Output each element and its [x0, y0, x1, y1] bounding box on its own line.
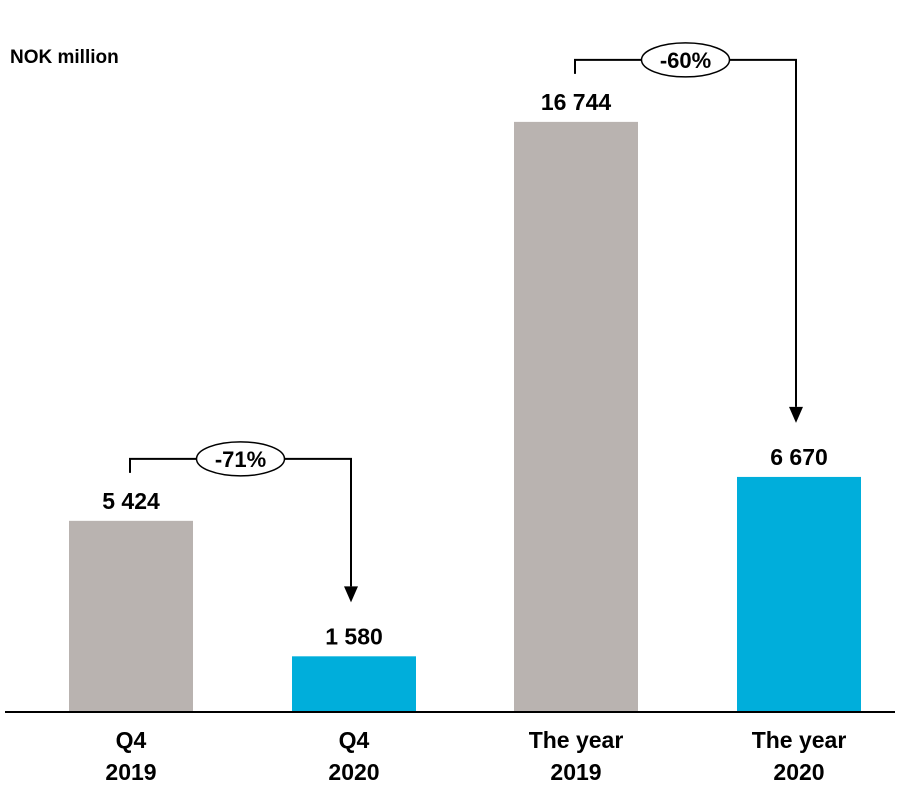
- x-tick-label: 2019: [105, 759, 156, 785]
- x-tick-label: The year: [529, 727, 624, 753]
- x-tick-label: 2019: [550, 759, 601, 785]
- bar: [737, 476, 861, 712]
- bar: [514, 121, 638, 712]
- bars-group: 5 424 1 580 16 744 6 670: [69, 89, 861, 712]
- bar: [292, 656, 416, 712]
- x-tick-label: Q4: [116, 727, 147, 753]
- change-badge: [195, 441, 286, 477]
- x-tick-label: 2020: [328, 759, 379, 785]
- x-tick-label: 2020: [773, 759, 824, 785]
- change-label: -71%: [215, 447, 266, 472]
- value-label: 16 744: [541, 89, 612, 115]
- arrow-head: [344, 586, 358, 603]
- value-label: 6 670: [770, 444, 828, 470]
- change-label: -60%: [660, 48, 711, 73]
- value-label: 1 580: [325, 623, 383, 649]
- arrow-head: [789, 406, 803, 423]
- x-tick-label: The year: [752, 727, 847, 753]
- x-tick-labels: Q4 2019 Q4 2020 The year 2019 The year 2020: [105, 727, 846, 785]
- change-annotations: -71% -60%: [129, 42, 803, 603]
- change-badge: [640, 42, 731, 78]
- unit-label: NOK million: [10, 47, 119, 68]
- bar: [69, 520, 193, 712]
- value-label: 5 424: [102, 488, 160, 514]
- x-tick-label: Q4: [339, 727, 370, 753]
